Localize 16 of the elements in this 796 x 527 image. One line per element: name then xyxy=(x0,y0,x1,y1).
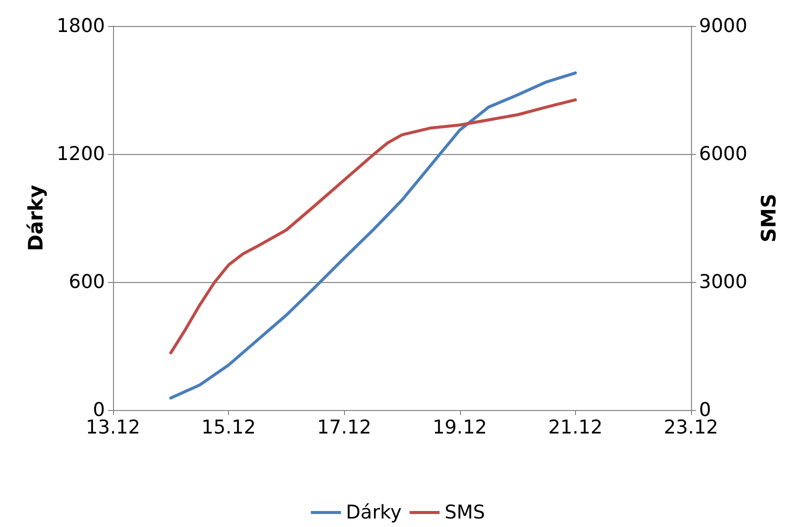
y-tick-label: 600 xyxy=(68,271,105,293)
x-tick-label: 15.12 xyxy=(201,416,256,438)
x-tick-label: 13.12 xyxy=(86,416,140,438)
x-tick-label: 17.12 xyxy=(316,416,372,438)
x-tick-label: 19.12 xyxy=(432,416,488,438)
line-series xyxy=(169,71,577,400)
legend-label: Dárky xyxy=(346,502,402,524)
y-tick-label: 1200 xyxy=(56,143,105,165)
legend-label: SMS xyxy=(444,502,486,524)
y2-tick-label: 9000 xyxy=(699,15,748,37)
y-tick-label: 1800 xyxy=(56,15,105,37)
y2-tick-label: 6000 xyxy=(699,143,748,165)
y2-axis-title: SMS xyxy=(756,194,780,242)
x-tick-label: 21.12 xyxy=(548,416,603,438)
y-axis-title: Dárky xyxy=(24,184,48,252)
y2-tick-label: 3000 xyxy=(699,271,748,293)
